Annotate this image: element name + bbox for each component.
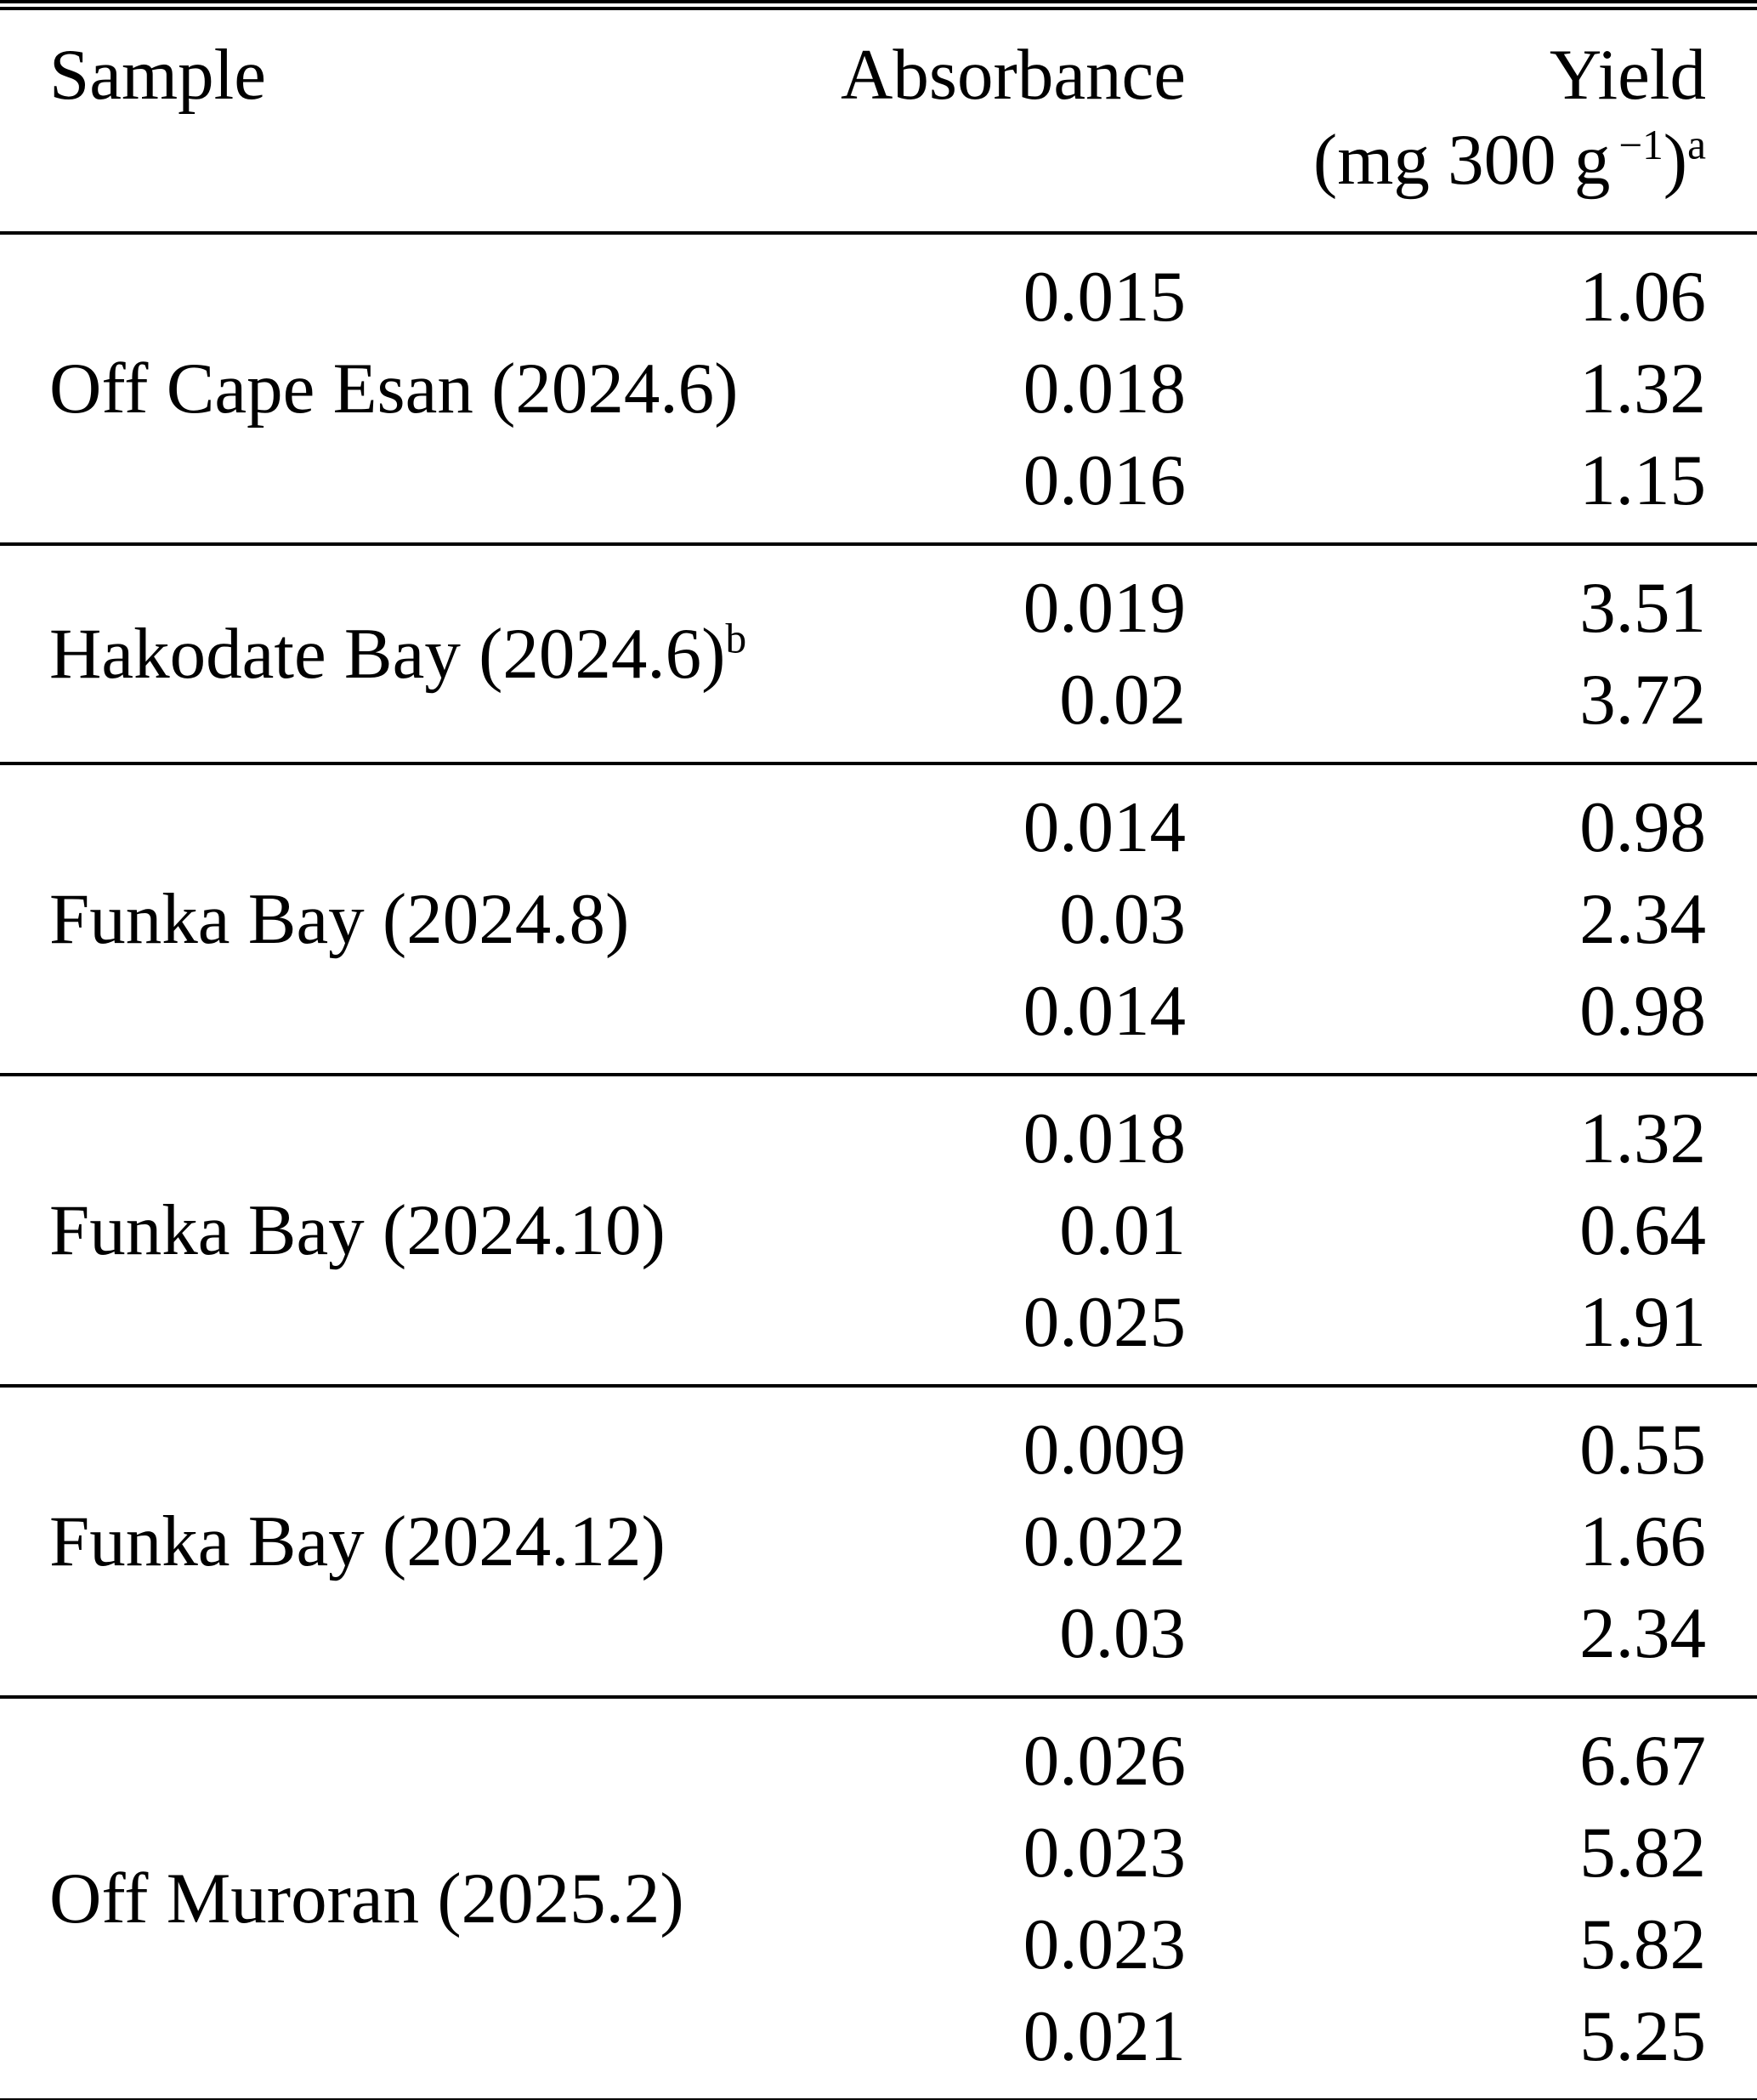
absorbance-value: 0.019 (1023, 568, 1186, 648)
sample-name-text: Hakodate Bay (2024.6) (49, 614, 726, 694)
absorbance-value: 0.016 (1023, 440, 1186, 520)
yield-value: 5.82 (1579, 1904, 1706, 1984)
header-row: Sample Absorbance Yield (mg 300 g −1)a (0, 5, 1757, 233)
yield-value: 3.72 (1579, 660, 1706, 740)
yield-value: 1.91 (1579, 1282, 1706, 1362)
table-row: 0.021 5.25 (0, 1990, 1757, 2100)
table-row: Hakodate Bay (2024.6)b 0.019 3.51 (0, 544, 1757, 694)
table-row: 0.02 3.72 (0, 654, 1757, 763)
absorbance-value: 0.009 (1023, 1410, 1186, 1490)
table-header: Sample Absorbance Yield (mg 300 g −1)a (0, 5, 1757, 233)
column-header-yield: Yield (mg 300 g −1)a (1186, 5, 1757, 233)
table-row: Off Muroran (2025.2) 0.026 6.67 (0, 1697, 1757, 1938)
sample-name: Funka Bay (2024.12) (0, 1386, 731, 1697)
absorbance-value: 0.022 (1023, 1501, 1186, 1581)
sample-name-text: Funka Bay (2024.10) (49, 1190, 666, 1270)
yield-value: 3.51 (1579, 568, 1706, 648)
sample-name-text: Off Cape Esan (2024.6) (49, 349, 739, 429)
table-row: 0.018 1.32 (0, 343, 1757, 434)
sample-name-text: Funka Bay (2024.12) (49, 1501, 666, 1581)
sample-group: Hakodate Bay (2024.6)b 0.019 3.51 0.02 3.72 (0, 544, 1757, 763)
table-row: 0.03 2.34 (0, 873, 1757, 965)
yield-value: 0.55 (1579, 1410, 1706, 1490)
table-row: 0.03 2.34 (0, 1587, 1757, 1697)
yield-value: 5.25 (1579, 1996, 1706, 2076)
table-row: Funka Bay (2024.8) 0.014 0.98 (0, 763, 1757, 959)
sample-group: Funka Bay (2024.10) 0.018 1.32 0.01 0.64 0.02… (0, 1075, 1757, 1386)
sample-name: Off Muroran (2025.2) (0, 1697, 731, 2100)
table-row: 0.022 1.66 (0, 1496, 1757, 1587)
column-header-sample: Sample (49, 35, 266, 115)
sample-group: Off Muroran (2025.2) 0.026 6.67 0.023 5.82 0.… (0, 1697, 1757, 2100)
table-row: Off Cape Esan (2024.6) 0.015 1.06 (0, 233, 1757, 429)
sample-name: Funka Bay (2024.10) (0, 1075, 731, 1386)
yield-unit: (mg 300 g −1)a (1312, 120, 1706, 200)
yield-value: 1.32 (1579, 1098, 1706, 1178)
table-row: Funka Bay (2024.12) 0.009 0.55 (0, 1386, 1757, 1581)
sample-footnote-marker: b (725, 615, 747, 662)
sample-name-text: Off Muroran (2025.2) (49, 1859, 684, 1938)
sample-name: Hakodate Bay (2024.6)b (0, 544, 746, 763)
table-row: 0.023 5.82 (0, 1899, 1757, 1990)
yield-value: 6.67 (1579, 1721, 1706, 1801)
yield-value: 0.64 (1579, 1190, 1706, 1270)
yield-unit-footnote-marker: a (1687, 121, 1706, 168)
sample-name: Funka Bay (2024.8) (0, 763, 731, 1075)
yield-value: 0.98 (1579, 787, 1706, 867)
table-row: 0.023 5.82 (0, 1807, 1757, 1899)
yield-value: 5.82 (1579, 1813, 1706, 1893)
table-row: 0.014 0.98 (0, 965, 1757, 1075)
yield-value: 2.34 (1579, 1593, 1706, 1673)
absorbance-value: 0.01 (1059, 1190, 1186, 1270)
sample-name: Off Cape Esan (2024.6) (0, 233, 738, 544)
yield-value: 1.32 (1579, 349, 1706, 429)
sample-name-text: Funka Bay (2024.8) (49, 879, 630, 959)
yield-value: 1.66 (1579, 1501, 1706, 1581)
absorbance-value: 0.023 (1023, 1904, 1186, 1984)
absorbance-value: 0.014 (1023, 971, 1186, 1051)
yield-unit-exponent: −1 (1618, 121, 1663, 168)
absorbance-value: 0.018 (1023, 1098, 1186, 1178)
yield-value: 1.15 (1579, 440, 1706, 520)
absorbance-value: 0.018 (1023, 349, 1186, 429)
absorbance-value: 0.025 (1023, 1282, 1186, 1362)
yield-value: 0.98 (1579, 971, 1706, 1051)
sample-group: Off Cape Esan (2024.6) 0.015 1.06 0.018 1.32… (0, 233, 1757, 544)
yield-value: 2.34 (1579, 879, 1706, 959)
absorbance-value: 0.015 (1023, 257, 1186, 337)
sample-group: Funka Bay (2024.8) 0.014 0.98 0.03 2.34 0.014… (0, 763, 1757, 1075)
absorbance-value: 0.02 (1059, 660, 1186, 740)
table-row: 0.025 1.91 (0, 1276, 1757, 1386)
sample-group: Funka Bay (2024.12) 0.009 0.55 0.022 1.66 0.0… (0, 1386, 1757, 1697)
yield-header-label: Yield (1549, 35, 1706, 115)
table-row: 0.01 0.64 (0, 1184, 1757, 1276)
yield-value: 1.06 (1579, 257, 1706, 337)
table-row: 0.016 1.15 (0, 434, 1757, 544)
absorbance-value: 0.026 (1023, 1721, 1186, 1801)
absorbance-value: 0.021 (1023, 1996, 1186, 2076)
absorbance-value: 0.03 (1059, 1593, 1186, 1673)
absorbance-value: 0.023 (1023, 1813, 1186, 1893)
column-header-absorbance: Absorbance (841, 35, 1186, 115)
table-row: Funka Bay (2024.10) 0.018 1.32 (0, 1075, 1757, 1270)
absorbance-value: 0.014 (1023, 787, 1186, 867)
absorbance-value: 0.03 (1059, 879, 1186, 959)
